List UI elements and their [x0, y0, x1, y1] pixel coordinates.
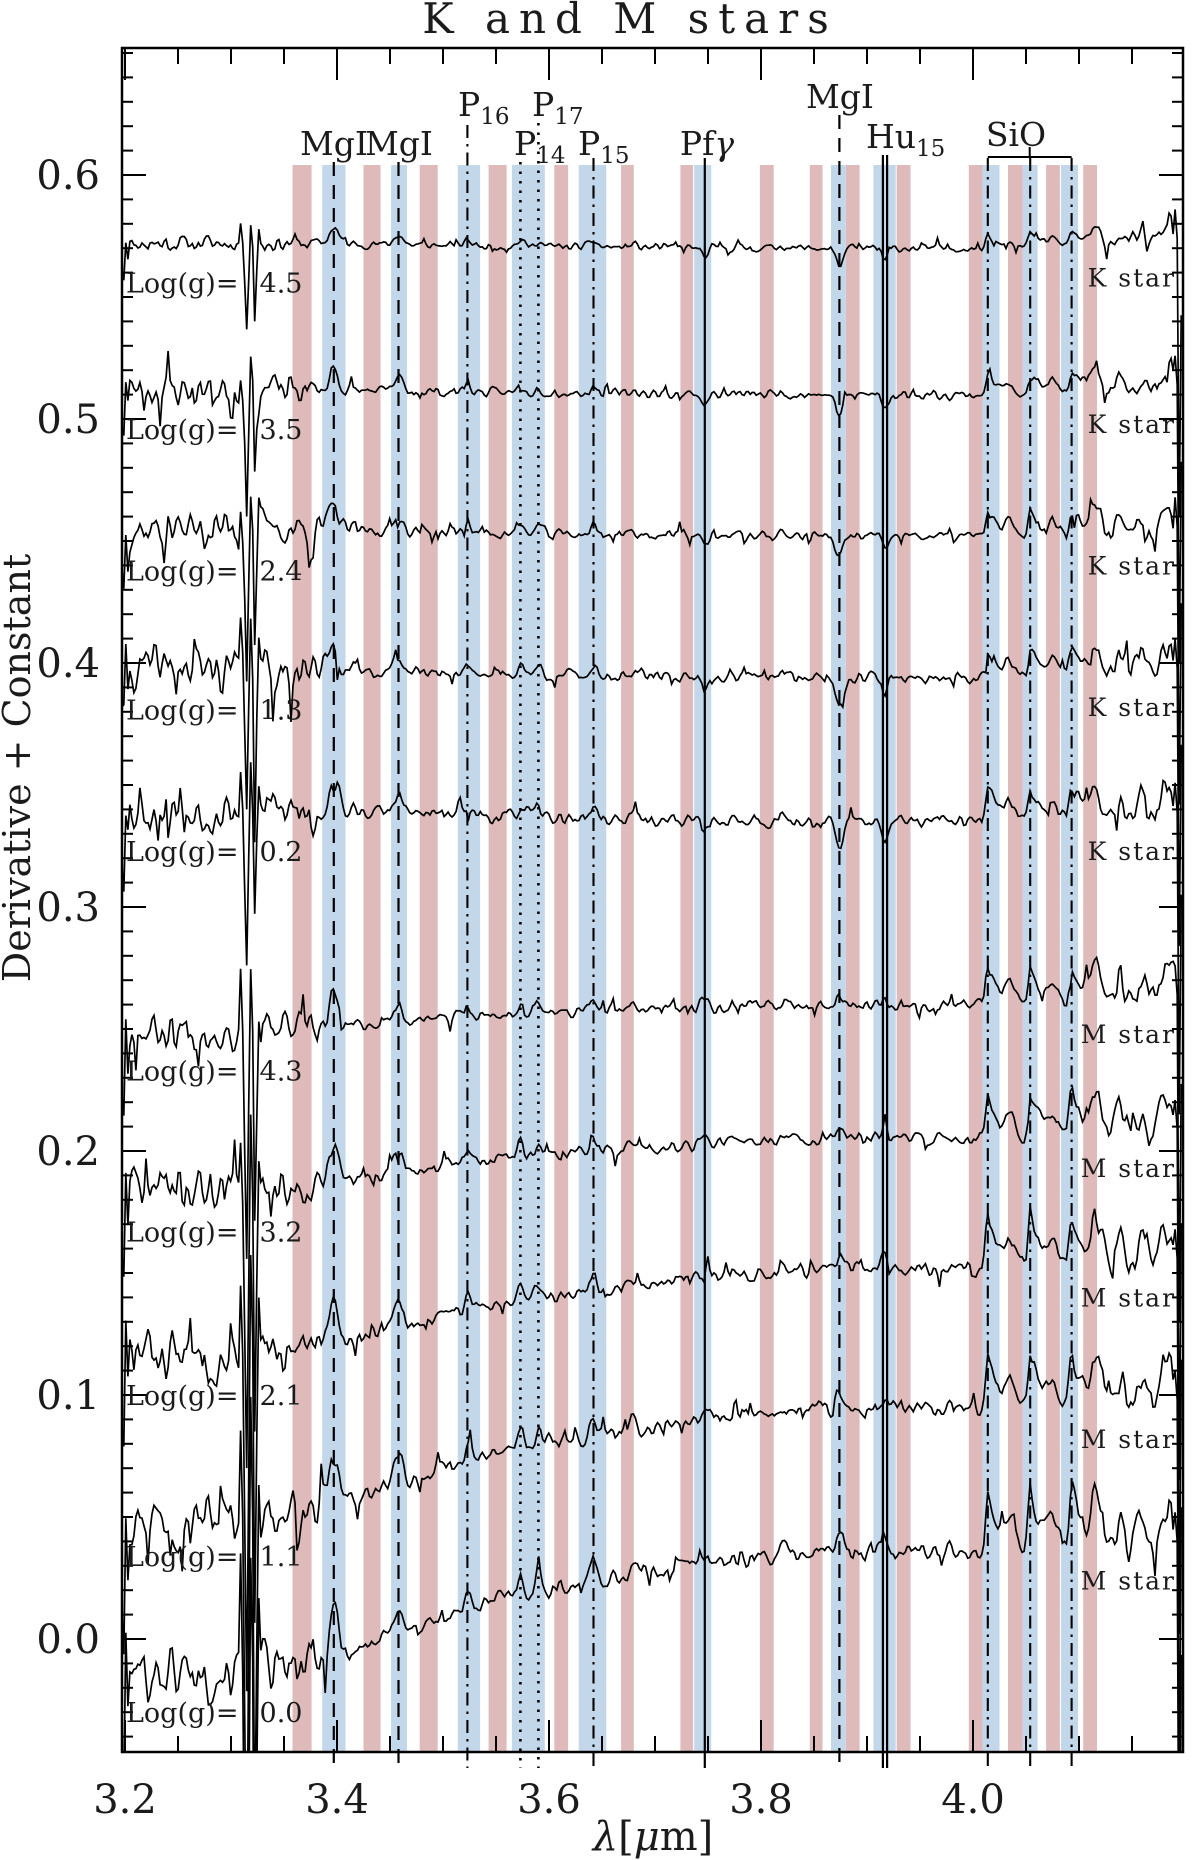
spectra-traces: [122, 209, 1183, 1752]
logg-value-label: 1.1: [260, 1542, 303, 1573]
star-type-label: M star: [1081, 1425, 1176, 1454]
x-tick-label: 3.4: [305, 1777, 369, 1823]
plot-frame: [120, 46, 1185, 1754]
feature-bands: [292, 165, 1097, 1752]
logg-prefix-label: Log(g)=: [126, 1542, 238, 1573]
logg-value-label: 1.3: [260, 695, 303, 726]
feature-label-SiO: SiO: [986, 115, 1046, 154]
sio-bracket: [987, 147, 1072, 158]
feature-lines: [332, 115, 1073, 1768]
band-pink: [554, 165, 569, 1752]
star-type-label: K star: [1088, 551, 1176, 580]
band-pink: [1083, 165, 1097, 1752]
spectrum-trace-M-logg-3.2: [122, 1085, 1183, 1481]
logg-value-label: 4.3: [260, 1057, 303, 1088]
star-type-label: M star: [1081, 1020, 1176, 1049]
band-pink: [488, 165, 507, 1752]
star-type-label: M star: [1081, 1283, 1176, 1312]
feature-label-Hu15: Hu15: [866, 117, 945, 162]
feature-label-MgI-3.46: MgI: [365, 124, 433, 163]
band-pink: [896, 165, 911, 1752]
star-type-label: M star: [1081, 1154, 1176, 1183]
band-pink: [363, 165, 381, 1752]
feature-label-MgI-3.40: MgI: [300, 124, 368, 163]
y-tick-label: 0.0: [36, 1617, 100, 1663]
band-pink: [1008, 165, 1023, 1752]
band-pink: [968, 165, 983, 1752]
feature-label-Pf-gamma: Pfγ: [680, 124, 734, 163]
logg-prefix-label: Log(g)=: [126, 695, 238, 726]
band-blue: [391, 165, 407, 1752]
x-tick-label: 3.6: [517, 1777, 581, 1823]
spectrum-trace-M-logg-4.3: [122, 955, 1183, 1322]
band-pink: [809, 165, 823, 1752]
logg-value-label: 2.1: [260, 1381, 303, 1412]
logg-value-label: 4.5: [260, 268, 303, 299]
spectrum-trace-K-logg-0.2: [122, 762, 1183, 1115]
star-type-label: K star: [1088, 693, 1176, 722]
star-type-label: K star: [1088, 837, 1176, 866]
logg-prefix-label: Log(g)=: [126, 1698, 238, 1729]
spectrum-trace-M-logg-2.1: [122, 1205, 1183, 1692]
y-tick-label: 0.1: [36, 1373, 100, 1419]
band-blue: [831, 165, 846, 1752]
y-tick-label: 0.3: [36, 885, 100, 931]
spectrum-trace-K-logg-3.5: [122, 350, 1183, 664]
logg-prefix-label: Log(g)=: [126, 1057, 238, 1088]
spectrum-trace-K-logg-2.4: [122, 496, 1183, 805]
logg-value-label: 2.4: [260, 556, 303, 587]
band-blue: [982, 165, 1000, 1752]
spectrum-trace-M-logg-0.0: [123, 1480, 1183, 1752]
logg-value-label: 0.0: [260, 1698, 303, 1729]
logg-value-label: 0.2: [260, 837, 303, 868]
x-axis-label: λ[μm]: [591, 1814, 714, 1860]
logg-prefix-label: Log(g)=: [126, 415, 238, 446]
band-blue: [511, 165, 545, 1752]
feature-label-P16: P16: [458, 85, 510, 130]
band-blue: [694, 165, 712, 1752]
y-tick-label: 0.4: [36, 641, 100, 687]
y-tick-label: 0.2: [36, 1129, 100, 1175]
band-pink: [1046, 165, 1060, 1752]
plot-title: K and M stars: [422, 0, 838, 43]
axes: [120, 46, 1185, 1754]
logg-prefix-label: Log(g)=: [126, 268, 238, 299]
spectrum-trace-K-logg-4.5: [122, 209, 1183, 517]
text-labels: Log(g)= 4.5 K star Log(g)= 3.5 K star Log(g)= 2…: [36, 77, 1176, 1823]
logg-prefix-label: Log(g)=: [126, 556, 238, 587]
x-tick-label: 3.2: [93, 1777, 157, 1823]
star-type-label: M star: [1081, 1566, 1176, 1595]
spectrum-trace-K-logg-1.3: [122, 617, 1183, 947]
logg-prefix-label: Log(g)=: [126, 837, 238, 868]
band-blue: [322, 165, 346, 1752]
band-pink: [621, 165, 634, 1752]
y-tick-label: 0.5: [36, 397, 100, 443]
feature-label-P15: P15: [578, 124, 630, 169]
star-type-label: K star: [1088, 264, 1176, 293]
logg-value-label: 3.5: [260, 415, 303, 446]
feature-label-MgI-3.87: MgI: [806, 77, 874, 116]
band-pink: [759, 165, 774, 1752]
band-blue: [873, 165, 896, 1752]
x-tick-label: 4.0: [941, 1777, 1005, 1823]
y-axis-label: Derivative + Constant: [0, 554, 39, 982]
y-tick-label: 0.6: [36, 153, 100, 199]
logg-value-label: 3.2: [260, 1218, 303, 1249]
band-pink: [419, 165, 438, 1752]
band-blue: [457, 165, 481, 1752]
spectrum-trace-M-logg-1.1: [122, 1350, 1183, 1752]
feature-label-P14: P14: [514, 124, 566, 169]
band-pink: [845, 165, 860, 1752]
band-blue: [1061, 165, 1078, 1752]
logg-prefix-label: Log(g)=: [126, 1218, 238, 1249]
logg-prefix-label: Log(g)=: [126, 1381, 238, 1412]
band-pink: [292, 165, 312, 1752]
feature-label-P17: P17: [532, 85, 584, 130]
x-tick-label: 3.8: [729, 1777, 793, 1823]
star-type-label: K star: [1088, 410, 1176, 439]
band-pink: [680, 165, 694, 1752]
